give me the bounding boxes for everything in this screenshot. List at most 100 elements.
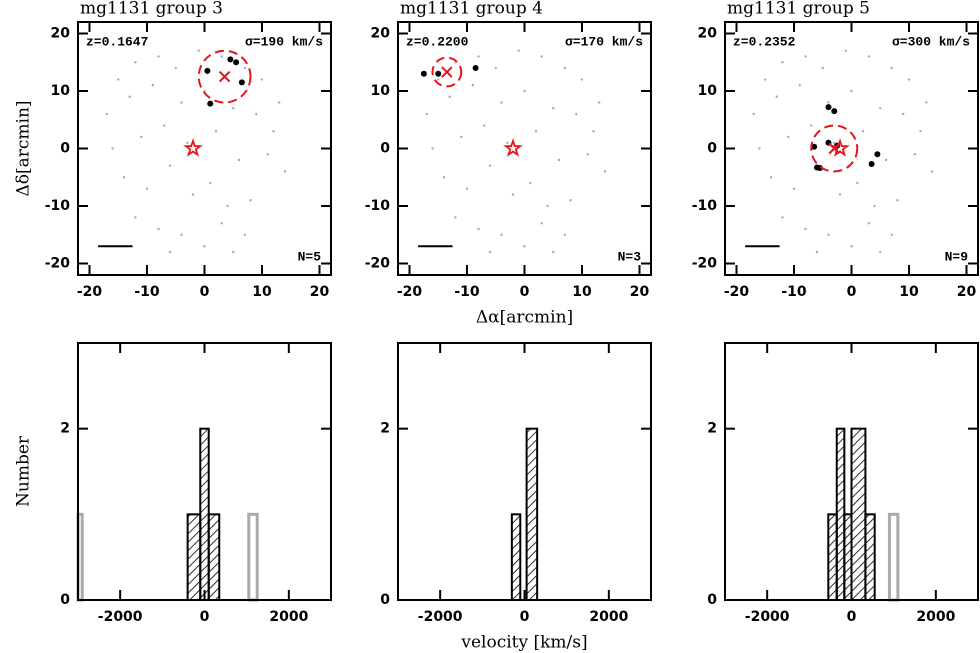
field-galaxy [787, 135, 790, 139]
field-galaxy [867, 55, 870, 58]
field-galaxy [764, 78, 767, 81]
field-galaxy [483, 124, 486, 127]
field-galaxy [792, 187, 796, 190]
field-galaxy [488, 250, 492, 254]
x-tick-label: 10 [252, 284, 272, 300]
field-galaxy [775, 95, 778, 98]
field-galaxy [529, 181, 532, 185]
y-tick-label: 2 [707, 421, 717, 437]
y-tick-label: 20 [698, 26, 718, 42]
x-tick-label: 2000 [916, 609, 955, 625]
field-galaxy [145, 187, 149, 190]
histogram-bar [843, 513, 853, 601]
field-galaxy [477, 55, 480, 58]
frame [77, 21, 332, 276]
field-galaxy [465, 187, 469, 190]
field-galaxy [506, 141, 509, 144]
field-galaxy [523, 89, 526, 93]
field-galaxy [122, 176, 126, 179]
histogram-bar [525, 427, 539, 601]
field-galaxy [781, 216, 784, 219]
field-galaxy [431, 147, 434, 150]
field-galaxy [838, 193, 842, 196]
field-galaxy [488, 164, 492, 167]
x-tick-label: 0 [520, 609, 530, 625]
field-galaxy [592, 130, 595, 133]
sigma: σ=190 km/s [245, 34, 323, 49]
frame [724, 21, 979, 276]
field-galaxy [540, 55, 543, 58]
field-galaxy [425, 112, 428, 116]
x-tick-label: 0 [847, 284, 857, 300]
field-galaxy [844, 49, 847, 52]
x-tick-label: -2000 [745, 609, 790, 625]
lens-star [183, 138, 203, 157]
sigma: σ=170 km/s [565, 34, 643, 49]
field-galaxy [180, 101, 183, 104]
x-tick-label: -10 [781, 284, 807, 300]
y-tick-label: 0 [707, 141, 717, 157]
histogram-bar [827, 513, 838, 601]
x-axis-label: velocity [km/s] [460, 633, 587, 653]
member-count: N=3 [618, 249, 642, 264]
y-tick-label: 2 [380, 421, 390, 437]
y-axis-label: Number [14, 435, 34, 507]
histogram-bar [207, 513, 221, 601]
member-count: N=5 [298, 249, 322, 264]
field-galaxy [163, 124, 166, 127]
x-tick-label: -10 [134, 284, 160, 300]
member-galaxy [435, 70, 442, 77]
field-galaxy [586, 153, 589, 156]
y-tick-label: -10 [692, 198, 718, 214]
lens-star [830, 138, 850, 157]
field-galaxy [827, 101, 830, 104]
member-galaxy [472, 65, 479, 71]
field-galaxy [758, 147, 761, 150]
field-galaxy [861, 130, 865, 133]
x-tick-label: -20 [724, 284, 750, 300]
field-galaxy [500, 101, 503, 104]
field-galaxy [884, 158, 888, 162]
frame [397, 342, 652, 601]
panel-title: mg1131 group 4 [400, 0, 543, 19]
lens-star [503, 138, 523, 157]
field-galaxy [523, 245, 526, 248]
field-galaxy [890, 66, 893, 70]
field-galaxy [442, 176, 446, 179]
member-galaxy [874, 151, 881, 158]
field-galaxy [174, 66, 177, 70]
y-tick-label: 20 [371, 26, 391, 42]
histogram-bar [864, 513, 876, 601]
field-galaxy [557, 158, 561, 162]
member-galaxy [868, 161, 875, 168]
field-galaxy [214, 130, 218, 133]
field-galaxy [471, 84, 474, 87]
x-tick-label: 20 [310, 284, 330, 300]
histogram-bar [510, 513, 522, 601]
y-tick-label: 0 [707, 592, 717, 608]
y-tick-label: 10 [698, 83, 718, 99]
field-galaxy [890, 233, 893, 236]
field-galaxy [850, 89, 853, 93]
field-galaxy [804, 227, 807, 231]
y-tick-label: 0 [60, 141, 70, 157]
y-tick-label: 0 [380, 141, 390, 157]
field-galaxy [237, 158, 241, 162]
field-galaxy [105, 112, 108, 116]
field-galaxy [919, 130, 922, 133]
field-galaxy [168, 164, 172, 167]
field-galaxy [798, 84, 801, 87]
histogram-bar [835, 427, 846, 601]
histogram-bar [850, 427, 867, 601]
field-galaxy [580, 78, 584, 81]
frame [77, 342, 332, 601]
field-galaxy [220, 55, 223, 58]
field-galaxy [552, 250, 555, 254]
x-tick-label: 20 [630, 284, 650, 300]
field-galaxy [151, 84, 154, 87]
field-galaxy [494, 66, 497, 70]
panel-title: mg1131 group 3 [80, 0, 223, 19]
y-tick-label: 2 [60, 421, 70, 437]
x-tick-label: -10 [454, 284, 480, 300]
field-galaxy [833, 141, 836, 144]
